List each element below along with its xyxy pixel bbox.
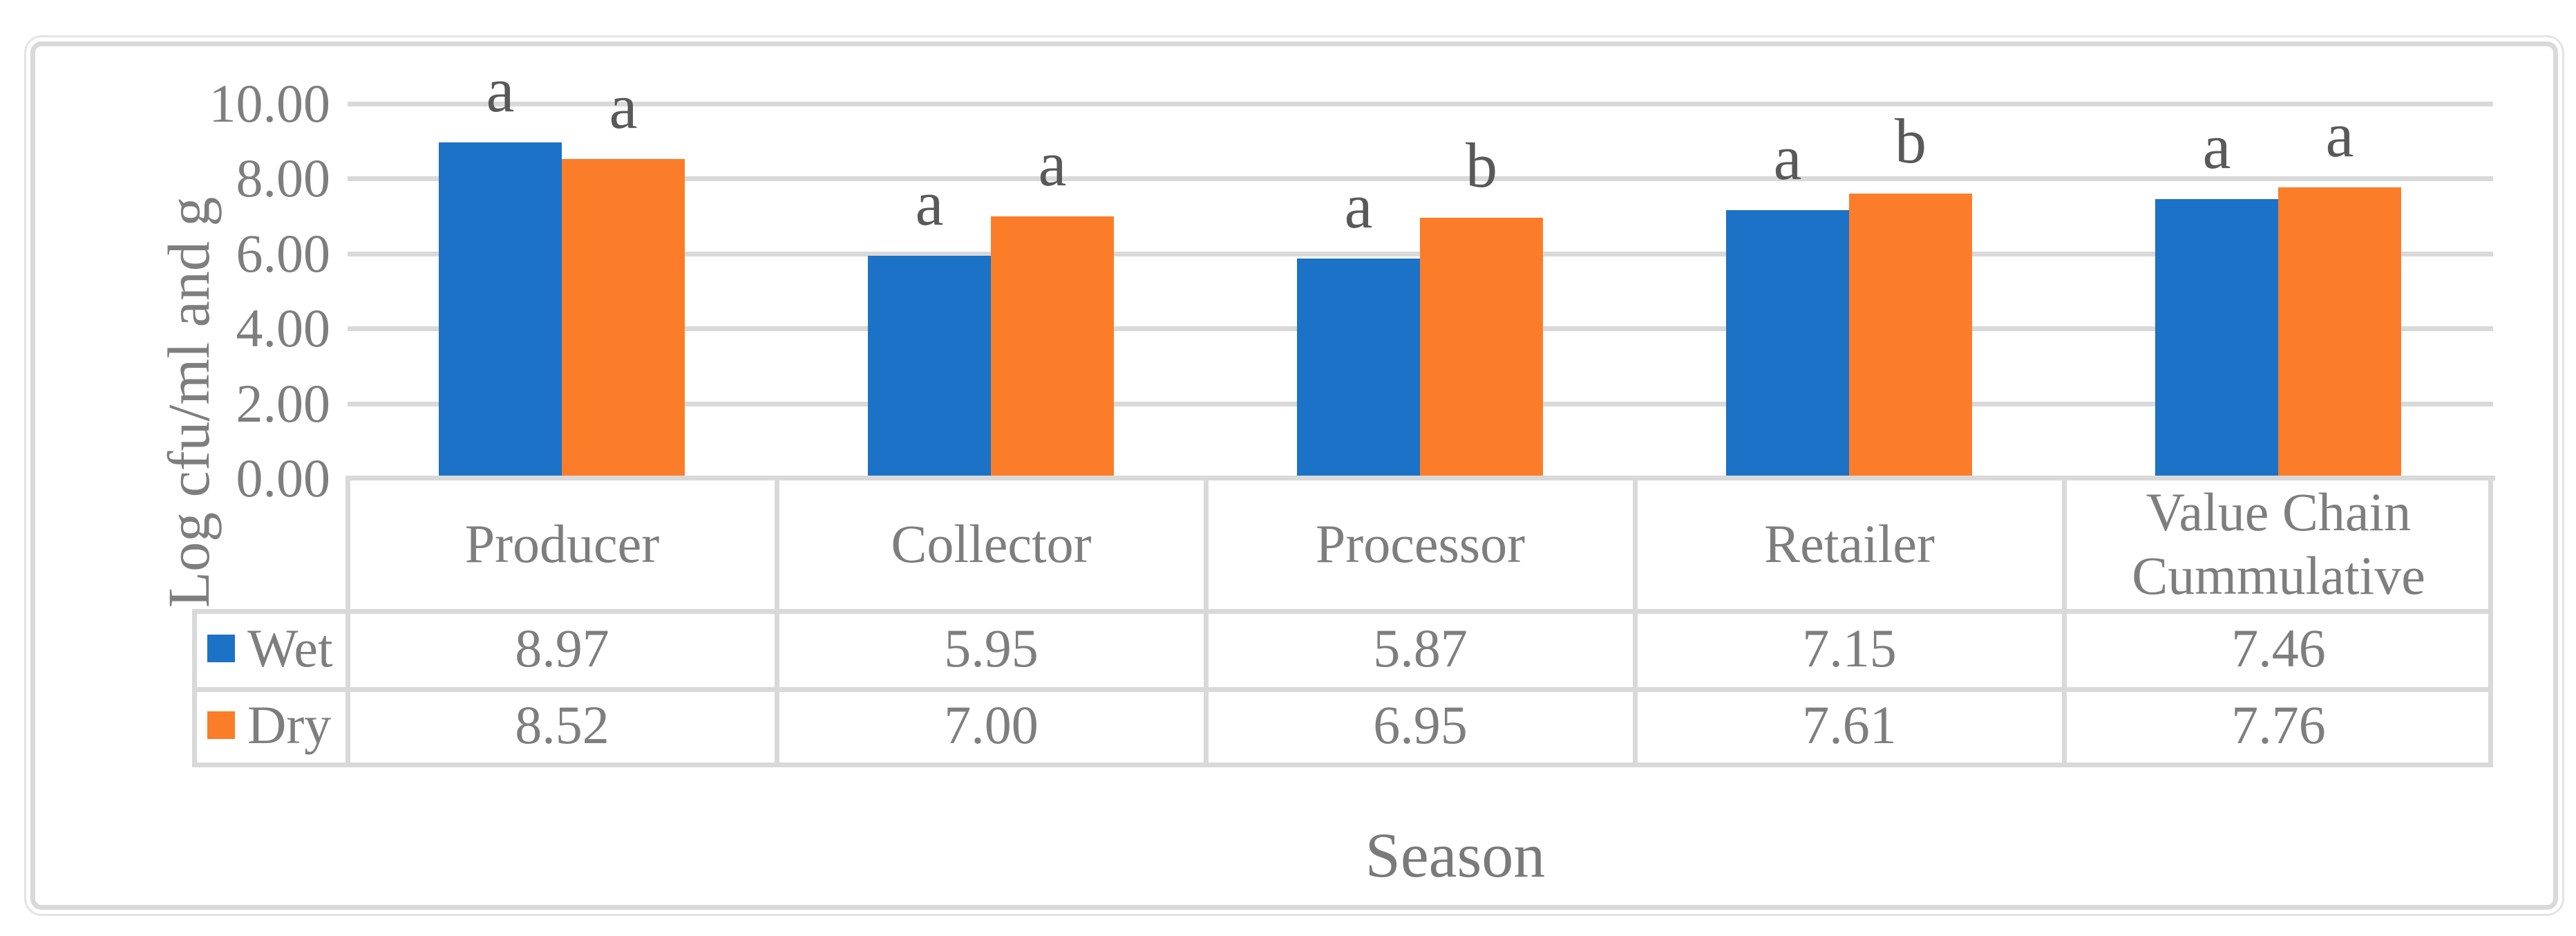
table-header-4: Value Chain Cummulative xyxy=(2132,481,2425,606)
bar-dry-4 xyxy=(2278,187,2401,478)
legend-label: Wet xyxy=(247,618,333,678)
table-value-cell: 7.46 xyxy=(2231,618,2326,678)
table-header-2: Processor xyxy=(1315,513,1526,574)
significance-letter: b xyxy=(1466,130,1497,201)
bar-dry-1 xyxy=(991,216,1114,478)
bar-wet-4 xyxy=(2155,198,2278,478)
legend-swatch-wet xyxy=(207,635,235,662)
legend-swatch-dry xyxy=(207,711,235,739)
table-value-cell: 7.15 xyxy=(1802,618,1897,678)
y-tick-label: 2.00 xyxy=(236,373,331,433)
y-tick-label: 6.00 xyxy=(236,223,331,283)
y-tick-label: 10.00 xyxy=(209,73,331,133)
bar-wet-2 xyxy=(1297,258,1420,478)
significance-letter: a xyxy=(915,167,944,238)
category-axis-line xyxy=(345,476,2495,480)
significance-letter: a xyxy=(609,71,638,142)
significance-letter: a xyxy=(486,54,515,125)
table-vline xyxy=(2062,478,2067,767)
table-value-cell: 6.95 xyxy=(1373,695,1468,755)
bar-wet-1 xyxy=(868,255,991,478)
gridline xyxy=(348,176,2493,182)
legend-cell-wet: Wet xyxy=(207,612,345,684)
table-value-cell: 8.52 xyxy=(515,695,609,755)
table-hline xyxy=(192,762,2493,767)
table-value-cell: 7.00 xyxy=(944,695,1039,755)
x-axis-title: Season xyxy=(1365,820,1546,890)
significance-letter: a xyxy=(2202,111,2231,182)
table-header-1: Collector xyxy=(891,513,1092,574)
bar-dry-3 xyxy=(1849,193,1972,478)
table-value-cell: 7.76 xyxy=(2231,695,2326,755)
significance-letter: a xyxy=(1344,170,1373,241)
table-vline xyxy=(345,478,350,767)
table-header-3: Retailer xyxy=(1764,513,1935,574)
table-value-cell: 7.61 xyxy=(1802,695,1897,755)
significance-letter: a xyxy=(1773,122,1802,194)
y-tick-label: 4.00 xyxy=(236,298,331,359)
table-value-cell: 5.87 xyxy=(1373,618,1468,678)
table-hline xyxy=(192,687,2493,692)
significance-letter: a xyxy=(1038,128,1067,199)
bar-wet-0 xyxy=(439,142,562,478)
significance-letter: b xyxy=(1895,105,1926,176)
table-hline xyxy=(192,609,2493,614)
table-header-0: Producer xyxy=(464,513,660,574)
bar-wet-3 xyxy=(1726,210,1849,478)
gridline xyxy=(348,102,2493,106)
table-vline xyxy=(1204,478,1209,767)
table-vline xyxy=(1633,478,1638,767)
legend-label: Dry xyxy=(247,695,332,755)
bar-dry-2 xyxy=(1420,218,1543,478)
table-value-cell: 8.97 xyxy=(515,618,609,678)
y-tick-label: 8.00 xyxy=(236,148,331,209)
legend-cell-dry: Dry xyxy=(207,689,345,761)
table-value-cell: 5.95 xyxy=(944,618,1039,678)
table-vline xyxy=(775,478,779,767)
table-vline xyxy=(2488,478,2493,767)
table-vline-legend xyxy=(192,609,197,767)
significance-letter: a xyxy=(2325,100,2354,171)
figure-frame: Log cfu/ml and g Season 10.00 8.00 6.00 4.0… xyxy=(30,41,2558,910)
bar-dry-0 xyxy=(562,159,685,478)
y-tick-label: 0.00 xyxy=(236,448,331,508)
